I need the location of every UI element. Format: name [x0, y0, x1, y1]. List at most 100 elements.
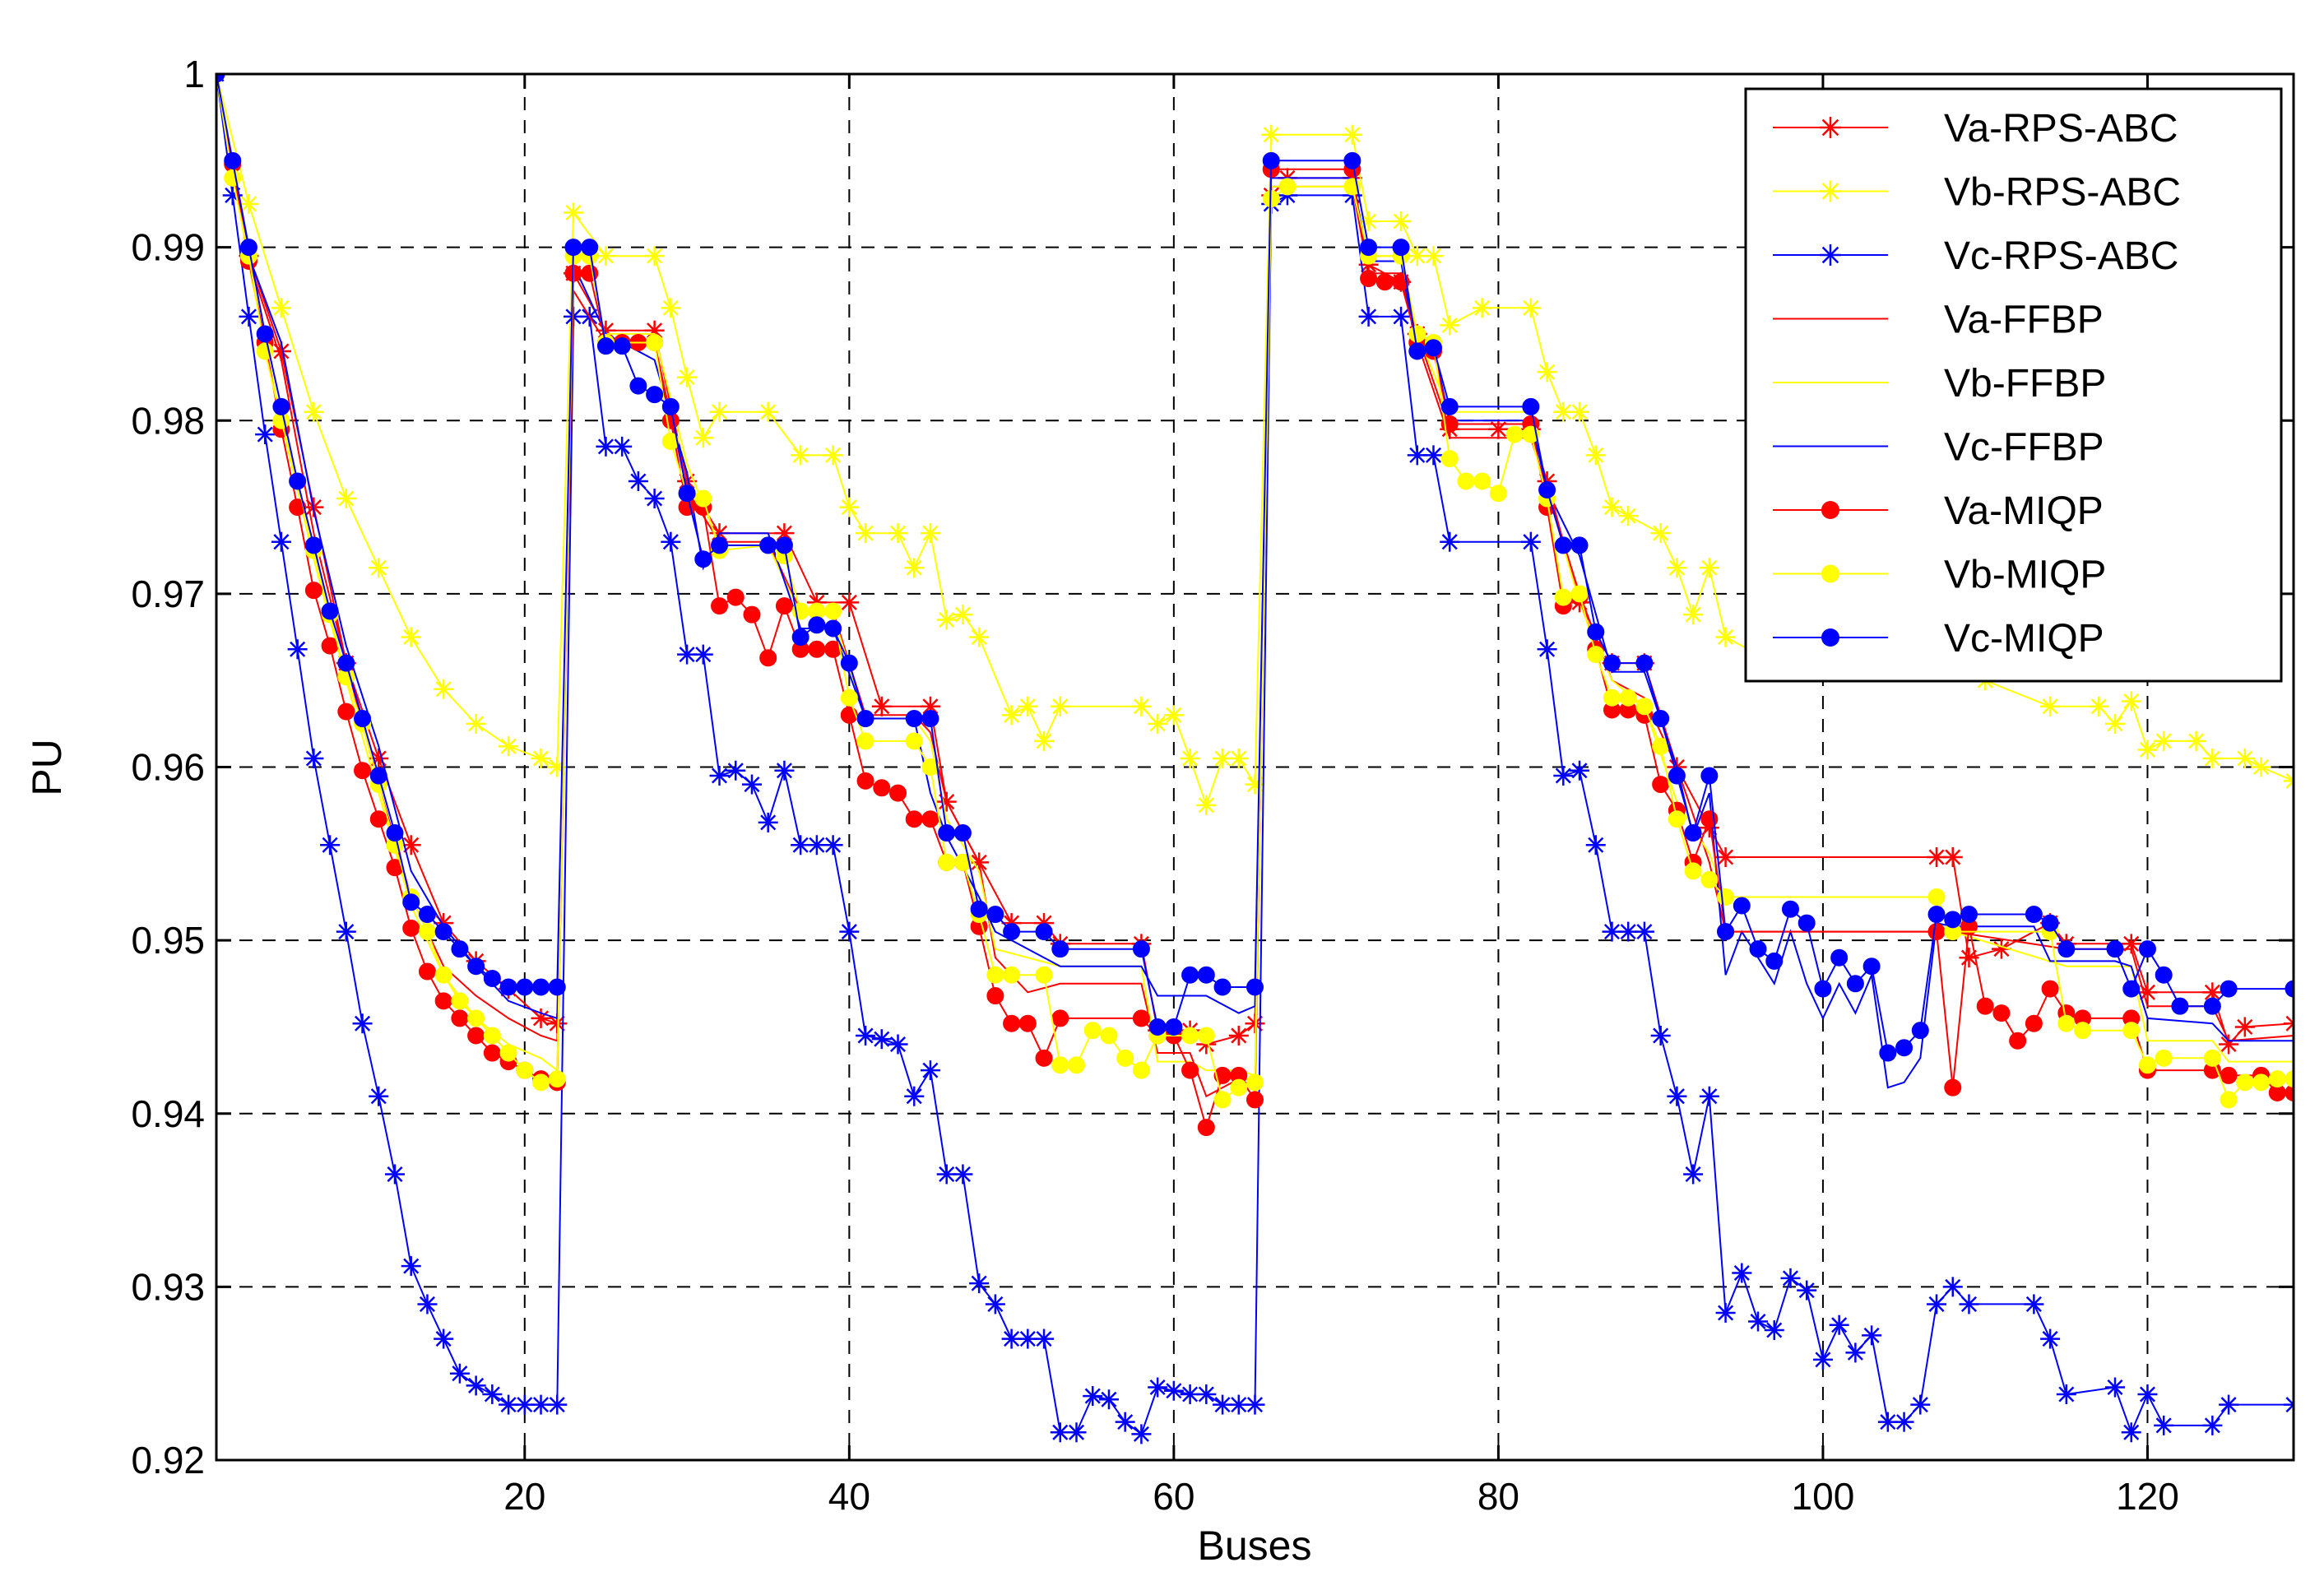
data-point — [1554, 536, 1572, 554]
data-point — [1619, 689, 1637, 707]
data-point — [1717, 888, 1735, 906]
data-point — [661, 298, 681, 318]
data-point — [644, 489, 665, 509]
data-point — [2252, 1073, 2271, 1092]
data-point — [839, 497, 860, 517]
data-point — [871, 696, 892, 716]
data-point — [1261, 124, 1282, 145]
data-point — [1213, 978, 1232, 996]
data-point — [1034, 1328, 1055, 1349]
data-point — [1083, 1386, 1103, 1407]
legend-item-vc-rps-abc: Vc-RPS-ABC — [1773, 234, 2178, 278]
data-point — [1570, 536, 1589, 554]
data-point — [1440, 315, 1460, 336]
data-point — [1391, 306, 1412, 327]
data-point — [1116, 1049, 1134, 1067]
data-point — [1213, 1091, 1232, 1109]
data-point — [1391, 211, 1412, 232]
data-point — [2219, 1034, 2239, 1055]
data-point — [337, 654, 355, 672]
data-point — [1732, 1263, 1752, 1283]
data-point — [953, 853, 972, 871]
data-point — [304, 536, 322, 554]
data-point — [2234, 1017, 2255, 1037]
data-point — [823, 445, 843, 466]
data-point — [581, 239, 599, 257]
data-point — [1473, 472, 1491, 490]
data-point — [2041, 914, 2059, 932]
data-point — [1131, 696, 1152, 716]
data-point — [856, 710, 874, 728]
data-point — [839, 592, 860, 613]
data-point — [2089, 696, 2109, 716]
data-point — [791, 835, 811, 855]
data-point — [1034, 730, 1055, 751]
data-point — [224, 151, 242, 169]
data-point — [1910, 1394, 1931, 1415]
data-point — [1342, 124, 1362, 145]
data-point — [1505, 425, 1524, 443]
data-point — [791, 628, 809, 647]
data-point — [905, 732, 923, 750]
data-point — [936, 610, 957, 630]
data-point — [775, 536, 793, 554]
data-point — [646, 333, 664, 351]
legend-label: Vc-FFBP — [1944, 426, 2104, 470]
data-point — [2186, 730, 2206, 751]
data-point — [2105, 1377, 2126, 1398]
data-point — [726, 760, 746, 781]
data-point — [1960, 906, 1978, 924]
data-point — [402, 893, 420, 911]
data-point — [2268, 1070, 2286, 1088]
data-point — [321, 637, 339, 655]
data-point — [1407, 246, 1427, 267]
data-point — [449, 1363, 470, 1384]
data-point — [401, 627, 421, 647]
data-point — [467, 1009, 485, 1027]
data-point — [1667, 1086, 1687, 1106]
data-point — [596, 436, 616, 457]
data-point — [467, 957, 485, 976]
data-point — [888, 523, 908, 544]
data-point — [986, 987, 1004, 1005]
data-point — [1587, 646, 1605, 664]
data-point — [1230, 1078, 1248, 1097]
data-point — [369, 767, 387, 785]
data-point — [563, 202, 583, 223]
data-point — [709, 766, 730, 786]
data-point — [1798, 914, 1816, 932]
data-point — [336, 489, 356, 509]
data-point — [1440, 450, 1459, 468]
data-point — [1652, 776, 1670, 794]
data-point — [1520, 298, 1541, 318]
data-point — [2137, 740, 2158, 760]
data-point — [369, 558, 389, 578]
legend-item-vc-miqp: Vc-MIQP — [1773, 617, 2104, 661]
data-point — [1715, 627, 1736, 647]
data-point — [1488, 419, 1509, 439]
data-point — [1748, 1311, 1769, 1332]
series-vb-rps-abc — [216, 74, 2294, 815]
data-point — [1927, 923, 1946, 941]
data-point — [304, 582, 322, 600]
legend-item-vb-ffbp: Vb-FFBP — [1773, 362, 2106, 406]
data-point — [1440, 397, 1459, 415]
data-point — [2122, 1022, 2141, 1040]
data-point — [483, 1044, 501, 1062]
data-point — [1181, 1027, 1199, 1045]
data-point — [1781, 900, 1799, 918]
legend-label: Va-MIQP — [1944, 489, 2104, 533]
data-point — [873, 779, 891, 797]
data-point — [1537, 362, 1557, 383]
data-point — [2074, 1022, 2092, 1040]
y-tick-label: 0.95 — [131, 919, 205, 962]
data-point — [216, 74, 225, 83]
data-point — [1570, 401, 1590, 422]
data-point — [239, 239, 257, 257]
ticks: 20 40 60 80 100 120 0.92 0.93 0.94 0.95 0.96 0.97 0.… — [131, 53, 2294, 1518]
data-point — [1814, 980, 1832, 998]
data-point — [823, 835, 843, 855]
data-point — [1050, 696, 1070, 716]
data-point — [2041, 980, 2059, 998]
data-point — [1554, 588, 1572, 606]
